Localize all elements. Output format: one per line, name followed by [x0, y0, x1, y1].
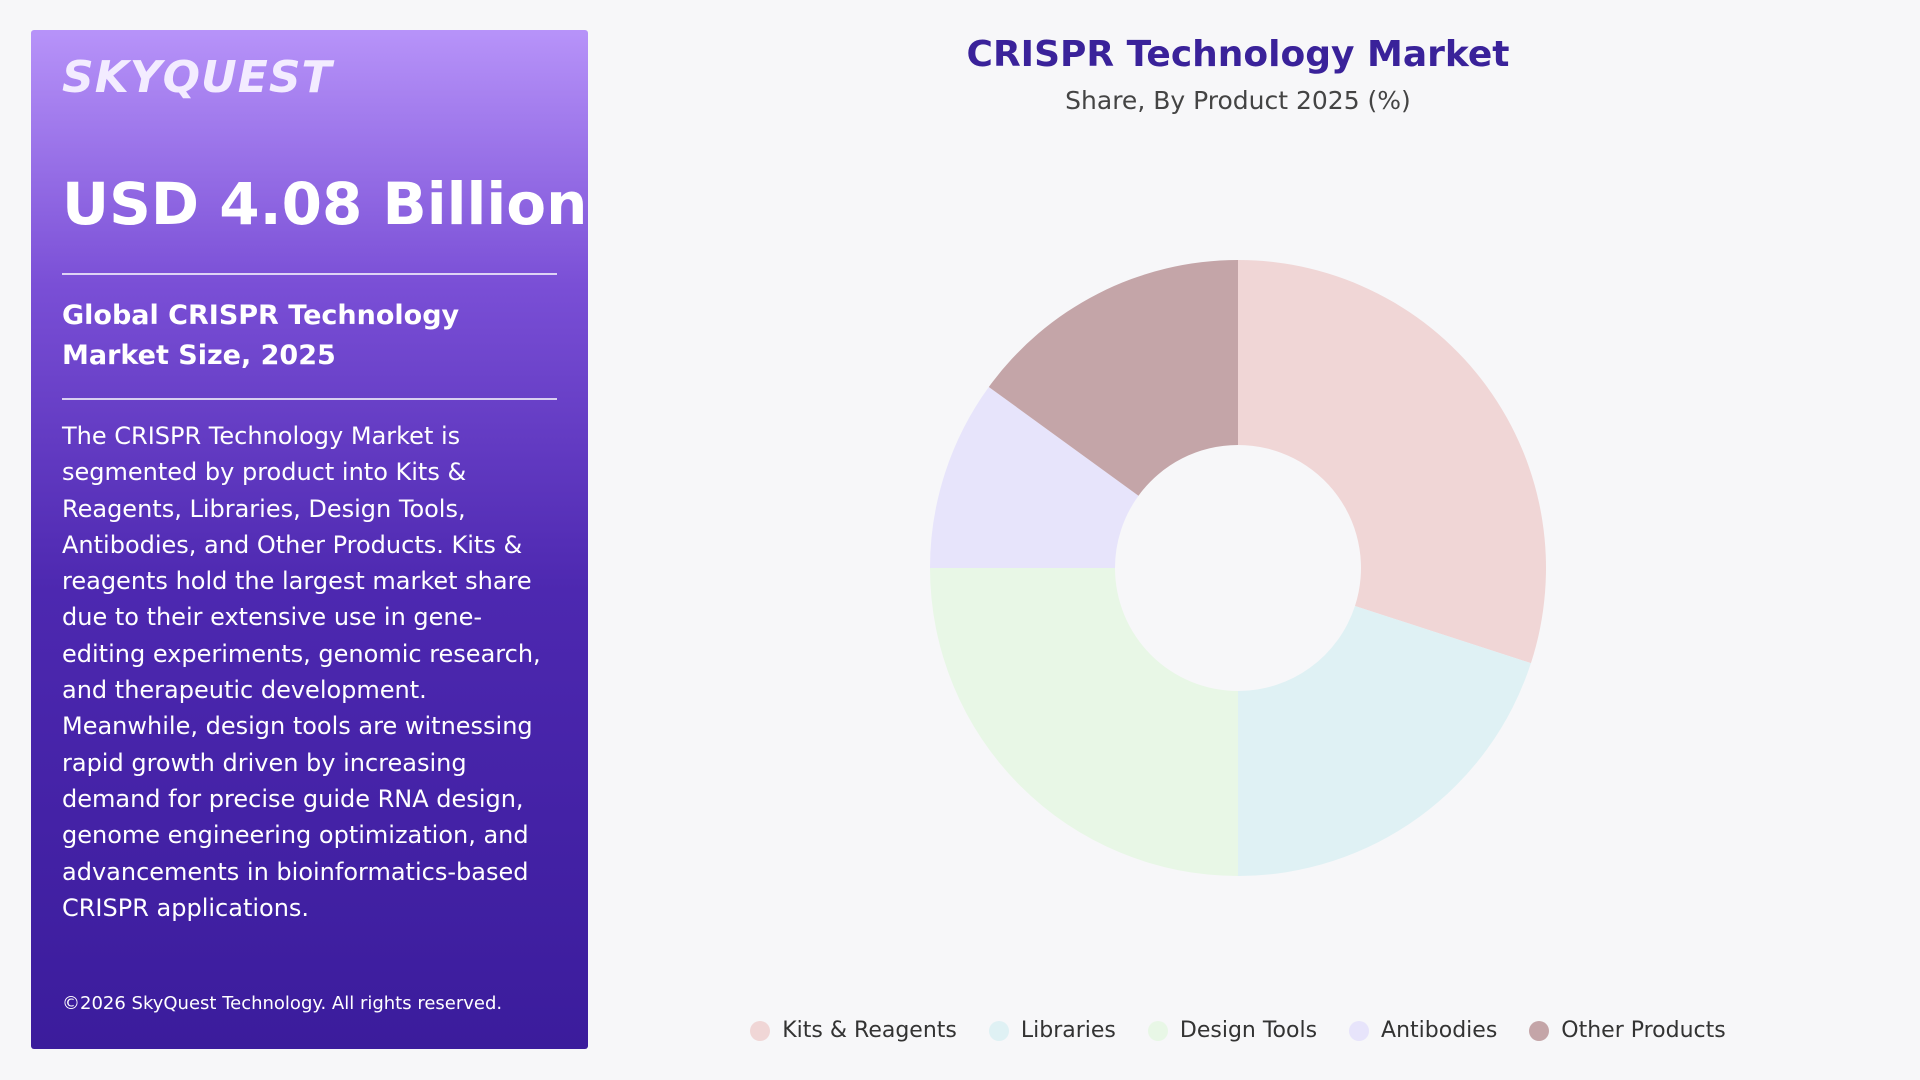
legend-item: Kits & Reagents	[750, 1018, 957, 1043]
legend-item: Libraries	[988, 1018, 1116, 1043]
description: The CRISPR Technology Market is segmente…	[62, 422, 541, 922]
legend-label: Antibodies	[1381, 1018, 1498, 1043]
legend-label: Libraries	[1020, 1018, 1116, 1043]
copyright: ©2026 SkyQuest Technology. All rights re…	[62, 993, 503, 1014]
info-panel: SKYQUEST USD 4.08 Billion Global CRISPR …	[31, 30, 588, 1049]
logo: SKYQUEST	[62, 52, 333, 103]
legend-label: Kits & Reagents	[782, 1018, 957, 1043]
legend-swatch	[1349, 1020, 1370, 1041]
legend-swatch	[1529, 1020, 1550, 1041]
legend-item: Antibodies	[1349, 1018, 1497, 1043]
legend-swatch	[1147, 1020, 1168, 1041]
legend-item: Design Tools	[1147, 1018, 1318, 1043]
chart-title: CRISPR Technology Market	[966, 34, 1510, 75]
panel-subtitle: Global CRISPR Technology Market Size, 20…	[62, 300, 460, 371]
legend-swatch	[750, 1020, 771, 1041]
donut-slice	[930, 568, 1238, 876]
legend-swatch	[988, 1020, 1009, 1041]
legend-label: Other Products	[1561, 1018, 1726, 1043]
legend-item: Other Products	[1529, 1018, 1726, 1043]
donut-slice	[1238, 606, 1531, 876]
legend: Kits & Reagents Libraries Design Tools Anti…	[588, 1018, 1888, 1043]
chart	[930, 260, 1546, 876]
donut-slice	[930, 386, 1139, 568]
donut-slice	[1238, 260, 1546, 664]
divider	[62, 398, 557, 400]
donut-slice	[988, 260, 1238, 496]
divider	[62, 273, 557, 275]
legend-label: Design Tools	[1179, 1018, 1318, 1043]
chart-subtitle: Share, By Product 2025 (%)	[1065, 86, 1411, 115]
headline: USD 4.08 Billion	[62, 170, 588, 238]
